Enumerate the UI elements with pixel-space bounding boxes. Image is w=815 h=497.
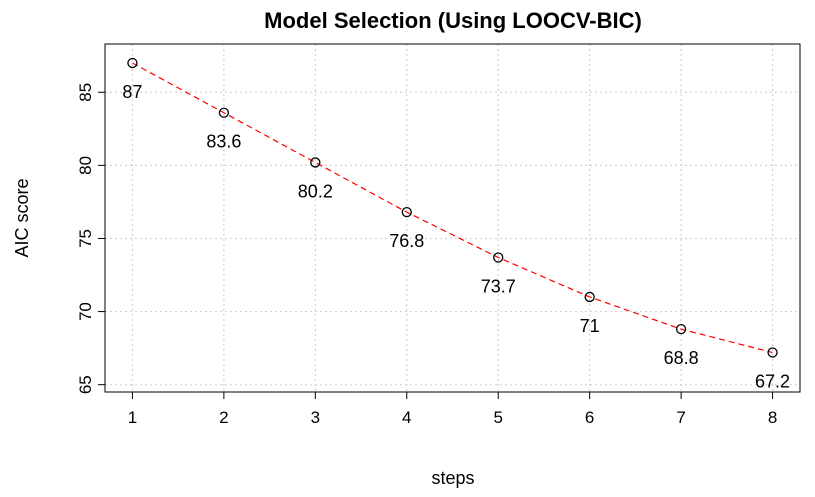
data-point [127, 57, 138, 69]
data-label: 68.8 [664, 348, 699, 368]
data-point [675, 323, 687, 335]
x-tick-label: 8 [768, 408, 777, 427]
grid [105, 44, 800, 392]
x-tick-label: 4 [402, 408, 411, 427]
data-label: 76.8 [389, 231, 424, 251]
data-point [310, 157, 321, 168]
data-point [767, 347, 778, 358]
x-tick-label: 1 [128, 408, 137, 427]
data-label: 83.6 [206, 132, 241, 152]
y-tick-label: 65 [76, 375, 95, 394]
data-label: 73.7 [481, 276, 516, 296]
y-tick-label: 80 [76, 156, 95, 175]
x-tick-label: 7 [676, 408, 685, 427]
y-tick-label: 75 [76, 229, 95, 248]
x-axis: 1 2 3 4 5 6 7 8 [128, 391, 777, 427]
x-tick-label: 3 [311, 408, 320, 427]
y-axis-label: AIC score [12, 178, 32, 257]
data-label: 67.2 [755, 372, 790, 392]
plot-frame [104, 43, 801, 393]
data-point [584, 291, 595, 303]
y-tick-label: 85 [76, 83, 95, 102]
data-point [401, 207, 412, 218]
x-tick-label: 5 [493, 408, 502, 427]
data-point [493, 252, 504, 263]
y-tick-label: 70 [76, 302, 95, 321]
data-label: 87 [122, 82, 142, 102]
x-tick-label: 2 [219, 408, 228, 427]
series-line [132, 62, 773, 354]
data-labels: 87 83.6 80.2 76.8 73.7 71 68.8 67.2 [122, 82, 790, 392]
y-axis: 65 70 75 80 85 [76, 83, 106, 394]
data-points [127, 57, 778, 358]
data-label: 71 [580, 316, 600, 336]
data-point [218, 107, 230, 118]
chart-title: Model Selection (Using LOOCV-BIC) [264, 8, 642, 33]
x-tick-label: 6 [585, 408, 594, 427]
data-label: 80.2 [298, 181, 333, 201]
x-axis-label: steps [431, 468, 474, 488]
